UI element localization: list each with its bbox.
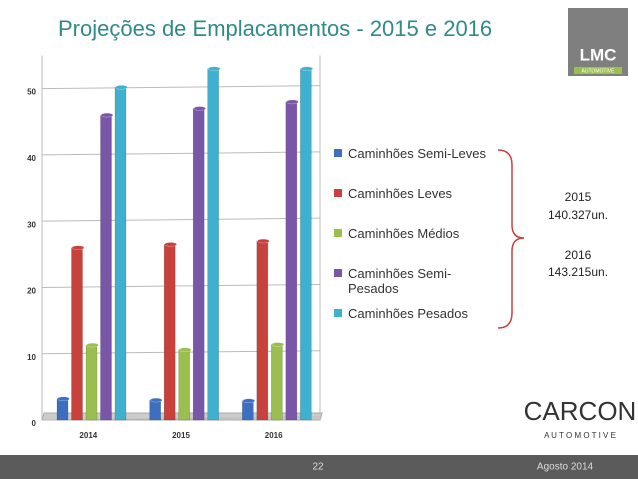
x-tick-label: 2016: [265, 431, 283, 440]
bar: [149, 399, 161, 421]
legend-swatch: [334, 309, 342, 317]
bar-top: [149, 397, 163, 403]
slide-title: Projeções de Emplacamentos - 2015 e 2016: [58, 16, 492, 41]
bar-top: [164, 242, 177, 247]
footer-bar: [0, 455, 638, 479]
footer-date: Agosto 2014: [537, 462, 594, 473]
bar-top: [100, 112, 114, 118]
legend-entry: Caminhões Médios: [334, 226, 488, 241]
bar-top: [86, 342, 99, 348]
legend-swatch: [334, 269, 342, 277]
bar-top: [57, 396, 70, 402]
y-tick-label: 20: [27, 287, 36, 296]
annotation: 2015: [565, 190, 592, 204]
bar-top: [71, 245, 85, 250]
y-tick-label: 50: [27, 88, 36, 97]
bar-top: [300, 66, 314, 72]
carcon-logo-sub: A U T O M O T I V E: [544, 431, 616, 440]
bar: [71, 247, 83, 421]
bar-top: [242, 398, 256, 404]
legend-label: Caminhões Pesados: [348, 306, 468, 321]
legend-label: Caminhões Médios: [348, 226, 460, 241]
grid-line: [41, 151, 321, 156]
bar: [178, 349, 190, 421]
lmc-logo-sub: AUTOMOTIVE: [582, 68, 616, 74]
x-tick-label: 2014: [79, 431, 97, 440]
legend-entry: Caminhões Semi-Leves: [334, 146, 488, 161]
bar-top: [178, 347, 192, 353]
legend-entry: Caminhões Leves: [334, 186, 488, 201]
legend-swatch: [334, 149, 342, 157]
bar-top: [271, 342, 285, 347]
bar-top: [207, 66, 221, 72]
bar-top: [257, 238, 270, 244]
bar: [85, 344, 98, 421]
bar: [285, 101, 298, 421]
grid-line: [41, 283, 321, 288]
grid-line: [41, 217, 321, 222]
y-tick-label: 30: [27, 220, 36, 229]
bar: [56, 398, 69, 421]
bar-top: [115, 85, 128, 90]
legend-swatch: [334, 229, 342, 237]
legend-label: Caminhões Semi-Pesados: [348, 266, 452, 296]
grid-line: [41, 85, 321, 90]
carcon-logo: CARCON: [524, 396, 637, 426]
legend-entry: Caminhões Pesados: [334, 306, 488, 321]
brace: [497, 149, 525, 329]
page-number: 22: [312, 462, 324, 473]
annotation: 140.327un.: [548, 208, 608, 222]
lmc-logo: LMC: [580, 45, 617, 64]
bar: [114, 87, 127, 421]
bar-top: [286, 99, 299, 105]
y-tick-label: 40: [27, 154, 36, 163]
y-tick-label: 0: [32, 419, 37, 428]
x-tick-label: 2015: [172, 431, 190, 440]
bar: [300, 68, 312, 421]
annotation: 2016: [565, 248, 592, 262]
legend-entry: Caminhões Semi-Pesados: [334, 266, 488, 296]
bar: [207, 68, 219, 421]
bar: [256, 240, 269, 421]
bar: [100, 114, 112, 421]
bar-top: [193, 106, 206, 111]
legend-label: Caminhões Semi-Leves: [348, 146, 487, 161]
bar: [242, 400, 254, 421]
lmc-logo-strip: [574, 67, 622, 74]
annotation: 143.215un.: [548, 265, 608, 279]
legend-label: Caminhões Leves: [348, 186, 453, 201]
bar: [192, 108, 205, 421]
legend-swatch: [334, 189, 342, 197]
y-tick-label: 10: [27, 353, 36, 362]
bar: [163, 244, 176, 421]
bar: [271, 344, 283, 421]
lmc-logo-box: [568, 8, 628, 76]
